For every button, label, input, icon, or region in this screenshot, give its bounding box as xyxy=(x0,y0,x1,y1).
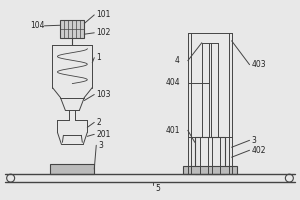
Text: 101: 101 xyxy=(96,10,111,19)
Text: 401: 401 xyxy=(165,126,180,135)
Bar xyxy=(60,20,84,38)
Text: 5: 5 xyxy=(155,184,160,193)
Bar xyxy=(195,137,225,174)
Text: 104: 104 xyxy=(31,21,45,30)
Bar xyxy=(183,166,237,174)
Text: 201: 201 xyxy=(96,130,111,139)
Text: 1: 1 xyxy=(96,53,101,62)
Text: 3: 3 xyxy=(251,136,256,145)
Text: 2: 2 xyxy=(96,118,101,127)
Text: 404: 404 xyxy=(165,78,180,87)
Text: 4: 4 xyxy=(175,56,180,65)
Text: 3: 3 xyxy=(98,141,103,150)
Text: 103: 103 xyxy=(96,90,111,99)
Text: 402: 402 xyxy=(251,146,266,155)
Text: 403: 403 xyxy=(251,60,266,69)
Text: 102: 102 xyxy=(96,28,111,37)
Bar xyxy=(50,164,94,174)
